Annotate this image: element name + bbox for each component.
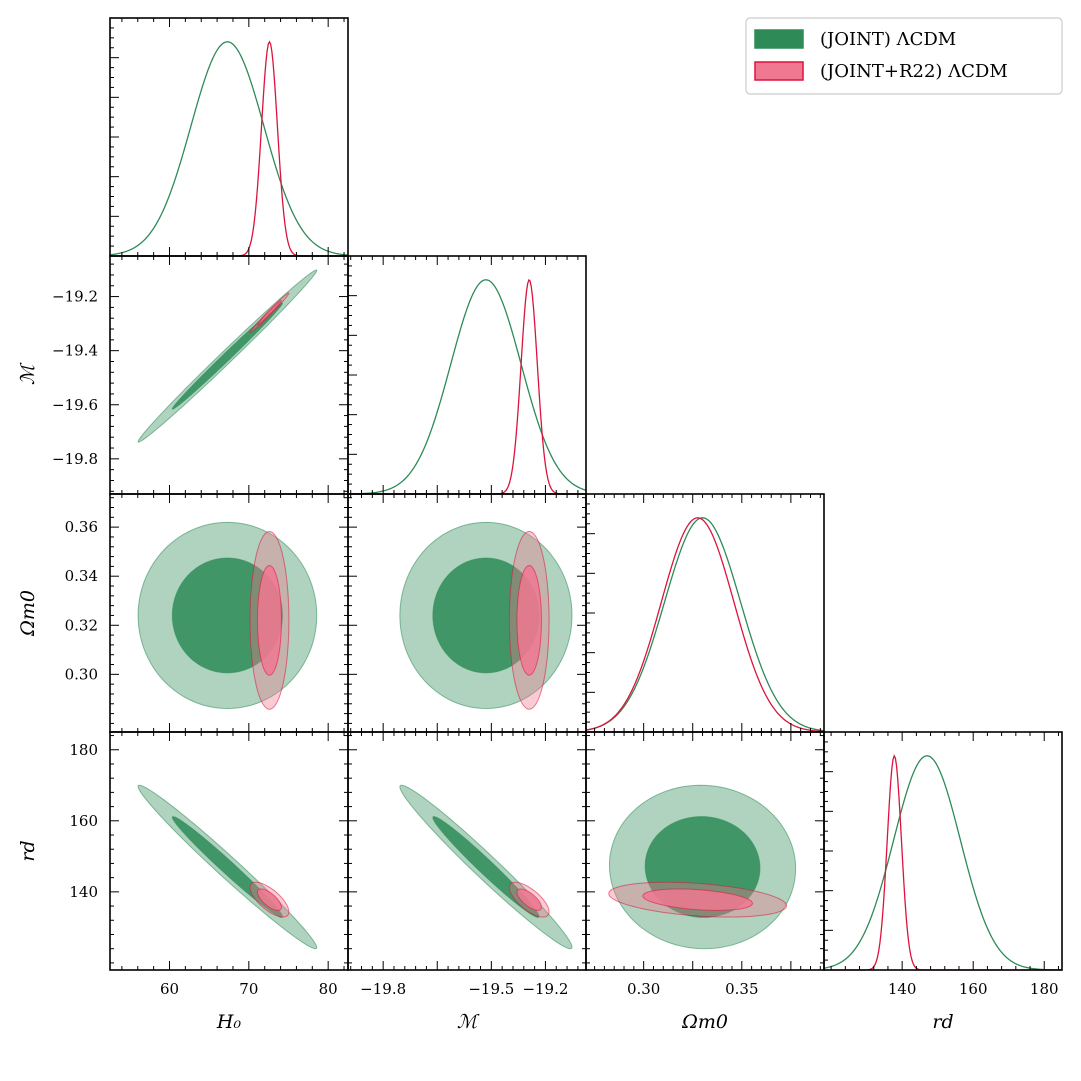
contour-panel-M-rd xyxy=(399,784,573,950)
x-tick-label: 140 xyxy=(888,980,917,998)
y-tick-label: 180 xyxy=(69,741,98,759)
joint-marginal-line xyxy=(823,755,1063,971)
legend-swatch-joint_r22 xyxy=(754,61,804,81)
panels-layer: −19.8 −19.6 −19.4 −19.2 ℳ 0.30 0.32 0.34 0.36 Ωm0… xyxy=(17,17,1063,1033)
y-axis-title-M: ℳ xyxy=(17,362,39,385)
y-tick-label: 0.32 xyxy=(65,616,98,634)
x-tick-label: 160 xyxy=(959,980,988,998)
x-axis-title-M: ℳ xyxy=(457,1011,480,1033)
x-tick-label: −19.5 xyxy=(468,980,514,998)
joint_r22-contour-68% xyxy=(256,300,282,326)
legend-label-joint_r22: (JOINT+R22) ΛCDM xyxy=(820,61,1008,82)
y-tick-label: −19.6 xyxy=(52,396,98,414)
joint_r22-contour-68% xyxy=(642,888,753,911)
legend-box xyxy=(745,17,1063,95)
x-tick-label: 60 xyxy=(160,980,179,998)
contour-panel-H0-rd xyxy=(137,784,318,950)
y-axis-title-rd: rd xyxy=(17,840,39,861)
x-tick-label: 70 xyxy=(239,980,258,998)
joint-marginal-line xyxy=(585,517,825,732)
joint_r22-contour-68% xyxy=(256,565,282,676)
joint-contour-68% xyxy=(171,557,284,674)
x-tick-label: −19.2 xyxy=(522,980,568,998)
x-tick-label: 0.30 xyxy=(627,980,660,998)
joint-marginal-line xyxy=(109,41,349,256)
legend: (JOINT) ΛCDM (JOINT+R22) ΛCDM xyxy=(745,17,1063,95)
x-axis-title-rd: rd xyxy=(932,1011,953,1033)
x-axis-title-H0: H₀ xyxy=(216,1011,242,1033)
joint_r22-contour-68% xyxy=(256,888,282,911)
contour-panel-Om-rd xyxy=(608,784,797,950)
joint_r22-contour-68% xyxy=(516,565,542,676)
legend-swatch-joint xyxy=(754,29,804,49)
y-tick-label: −19.2 xyxy=(52,288,98,306)
y-tick-label: 0.36 xyxy=(65,518,98,536)
joint-marginal-line xyxy=(347,279,587,495)
y-tick-label: 0.30 xyxy=(65,665,98,683)
marginal-panel-Om xyxy=(585,517,825,733)
y-axis-title-Om: Ωm0 xyxy=(17,590,39,637)
y-tick-label: 140 xyxy=(69,883,98,901)
x-tick-label: 0.35 xyxy=(725,980,758,998)
joint_r22-marginal-line xyxy=(585,517,825,733)
x-tick-label: 80 xyxy=(319,980,338,998)
x-tick-label: 180 xyxy=(1030,980,1059,998)
joint_r22-contour-68% xyxy=(516,888,542,911)
legend-label-joint: (JOINT) ΛCDM xyxy=(820,29,956,50)
contour-panel-H0-M xyxy=(137,269,318,443)
y-tick-label: 0.34 xyxy=(65,567,98,585)
y-tick-label: 160 xyxy=(69,812,98,830)
x-tick-label: −19.8 xyxy=(360,980,406,998)
x-axis-title-Om: Ωm0 xyxy=(681,1011,728,1033)
y-tick-label: −19.4 xyxy=(52,342,98,360)
contour-panel-M-Om xyxy=(399,521,573,710)
y-tick-label: −19.8 xyxy=(52,450,98,468)
contour-panel-H0-Om xyxy=(137,521,318,710)
